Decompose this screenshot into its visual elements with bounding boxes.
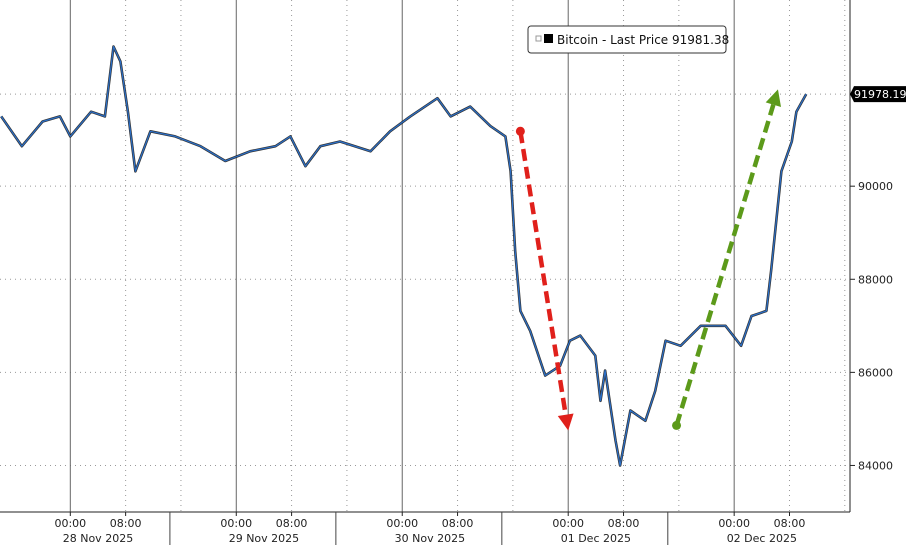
x-date-label: 02 Dec 2025 — [727, 532, 797, 545]
x-tick-label: 08:00 — [774, 517, 806, 530]
green-arrow-shaft — [674, 104, 776, 427]
price-line — [0, 45, 807, 467]
y-tick-label: 90000 — [858, 180, 893, 193]
annotations — [515, 89, 782, 431]
red-arrow-shaft — [518, 130, 568, 416]
x-date-label: 28 Nov 2025 — [63, 532, 133, 545]
x-tick-label: 00:00 — [54, 517, 86, 530]
x-tick-label: 08:00 — [442, 517, 474, 530]
series — [0, 45, 808, 467]
red-arrow-head — [557, 413, 574, 431]
legend-box — [527, 25, 727, 54]
x-tick-label: 08:00 — [276, 517, 308, 530]
y-tick-label: 86000 — [858, 366, 893, 379]
legend: Bitcoin - Last Price 91981.38 — [527, 25, 729, 54]
last-price-value: 91978.19 — [854, 88, 906, 101]
x-axis: 00:00 08:00 28 Nov 2025 00:00 08:00 29 Nov 20… — [0, 511, 850, 545]
legend-label: Bitcoin - Last Price 91981.38 — [557, 33, 729, 47]
x-tick-label: 08:00 — [110, 517, 142, 530]
y-axis: 84000 86000 88000 90000 — [849, 0, 893, 512]
green-arrow-head — [765, 89, 782, 107]
legend-swatch — [544, 34, 553, 43]
last-price-tag-bg — [850, 86, 906, 103]
x-tick-label: 00:00 — [220, 517, 252, 530]
y-tick-label: 84000 — [858, 459, 893, 472]
x-tick-label: 08:00 — [608, 517, 640, 530]
last-price-tag: 91978.19 — [850, 86, 906, 103]
x-tick-label: 00:00 — [552, 517, 584, 530]
legend-expand-icon[interactable] — [535, 35, 542, 42]
y-tick-label: 88000 — [858, 273, 893, 286]
x-date-label: 01 Dec 2025 — [561, 532, 631, 545]
x-tick-label: 00:00 — [718, 517, 750, 530]
grid — [0, 0, 850, 512]
x-tick-label: 00:00 — [386, 517, 418, 530]
x-date-label: 30 Nov 2025 — [395, 532, 465, 545]
x-date-label: 29 Nov 2025 — [229, 532, 299, 545]
